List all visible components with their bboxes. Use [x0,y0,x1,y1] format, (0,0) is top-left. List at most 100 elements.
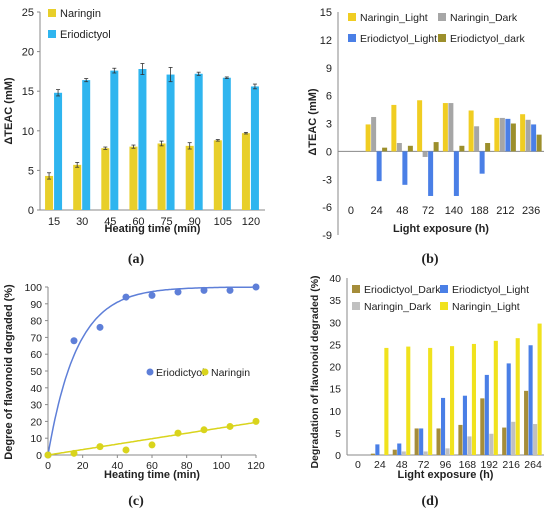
b-xtick-label: 48 [396,205,408,217]
b-bar-naringin_dark [525,119,531,152]
a-legend-label: Eriodictyol [60,29,111,41]
a-bar-eriodictyol [54,92,63,210]
c-point-eriodictyol [96,323,104,331]
b-legend-swatch-eriodictyol_dark [438,34,446,42]
d-bar-eriodictyol_dark [370,453,375,455]
a-ytick-label: 10 [22,126,34,138]
c-legend-marker-naringin [201,368,209,376]
c-point-eriodictyol [226,286,234,294]
b-ytick-label: 0 [326,146,332,158]
d-xtick-label: 48 [396,459,408,471]
b-xtick-label: 188 [470,205,488,217]
c-ytick-label: 20 [30,416,42,428]
a-ytick-label: 25 [22,7,34,19]
c-legend-label: Naringin [211,367,250,379]
c-xtick-label: 0 [45,460,51,472]
b-ytick-label: 9 [326,63,332,75]
d-bar-eriodictyol_dark [480,398,485,455]
c-ytick-label: 40 [30,383,42,395]
b-xtick-label: 72 [422,205,434,217]
b-bar-naringin_light [520,114,526,152]
d-ytick-label: 25 [329,339,341,351]
b-legend-swatch-naringin_light [348,13,356,21]
b-xtick-label: 140 [445,205,463,217]
c-xtick-label: 80 [181,460,193,472]
d-legend-label: Eriodictyol_Light [452,284,529,296]
c-point-naringin [252,417,260,425]
d-bar-naringin_dark [489,433,494,455]
b-bar-eriodictyol_light [479,151,485,174]
b-bar-naringin_dark [422,151,428,157]
a-xtick-label: 30 [76,216,88,228]
d-xtick-label: 96 [440,459,452,471]
b-bar-naringin_dark [396,143,402,152]
d-bar-naringin_dark [423,451,428,455]
d-bar-eriodictyol_light [528,345,533,455]
d-bar-naringin_dark [379,454,384,455]
b-ytick-label: -3 [322,174,332,186]
b-ytick-label: 15 [320,7,332,19]
d-bar-naringin_dark [533,424,538,455]
c-point-naringin [44,451,52,459]
b-legend-label: Eriodictyol_dark [450,33,525,45]
b-xtick-label: 236 [522,205,540,217]
a-bar-naringin [185,145,194,210]
d-bar-naringin_light [471,343,476,455]
d-bar-naringin_dark [511,421,516,455]
b-legend-swatch-naringin_dark [438,13,446,21]
d-ytick-label: 35 [329,295,341,307]
b-legend-swatch-eriodictyol_light [348,34,356,42]
c-point-naringin [200,426,208,434]
d-ytick-label: 20 [329,362,341,374]
c-ytick-label: 60 [30,349,42,361]
d-bar-eriodictyol_light [462,395,467,455]
b-bar-eriodictyol_dark [510,123,516,152]
c-point-eriodictyol [200,286,208,294]
c-fit-line-naringin [47,421,257,456]
b-ytick-label: 3 [326,119,332,131]
c-y-axis-title: Degree of flavonoid degraded (%) [3,284,15,460]
d-legend-label: Eriodictyol_Dark [364,284,441,296]
b-bar-naringin_light [494,117,500,152]
b-bar-eriodictyol_light [505,118,511,152]
c-point-naringin [148,441,156,449]
d-bar-eriodictyol_light [506,363,511,455]
a-bar-eriodictyol [194,73,203,210]
a-ytick-label: 5 [28,165,34,177]
c-ytick-label: 10 [30,433,42,445]
b-ytick-label: -6 [322,202,332,214]
a-panel-label: (a) [128,252,145,267]
a-bar-eriodictyol [250,86,259,210]
d-bar-eriodictyol_dark [414,428,419,455]
b-bar-eriodictyol_dark [536,134,542,152]
d-bar-naringin_light [406,346,411,455]
d-bar-naringin_light [515,338,520,455]
d-ytick-label: 10 [329,406,341,418]
d-bar-naringin_dark [467,436,472,455]
b-panel-label: (b) [421,252,438,267]
d-legend-swatch-naringin_light [440,302,448,310]
d-legend-label: Naringin_Dark [364,301,432,313]
d-xtick-label: 264 [524,459,542,471]
b-ytick-label: -9 [322,230,332,242]
c-point-naringin [70,449,78,457]
a-bar-naringin [73,164,82,210]
a-xtick-label: 60 [132,216,144,228]
d-bar-naringin_dark [445,448,450,455]
d-bar-naringin_light [450,346,455,455]
c-ytick-label: 30 [30,400,42,412]
b-bar-naringin_light [365,124,371,152]
b-x-axis-title: Light exposure (h) [393,223,489,235]
c-xtick-label: 100 [213,460,231,472]
c-ytick-label: 70 [30,332,42,344]
b-bar-naringin_dark [474,126,480,152]
c-fit-line-eriodictyol [47,286,256,456]
d-ytick-label: 15 [329,384,341,396]
b-bar-eriodictyol_dark [407,145,413,152]
d-bar-naringin_light [428,347,433,455]
b-y-axis-title: ΔTEAC (mM) [307,88,319,156]
a-legend-swatch-eriodictyol [48,30,56,38]
d-bar-eriodictyol_dark [436,428,441,455]
b-bar-eriodictyol_light [428,151,434,196]
